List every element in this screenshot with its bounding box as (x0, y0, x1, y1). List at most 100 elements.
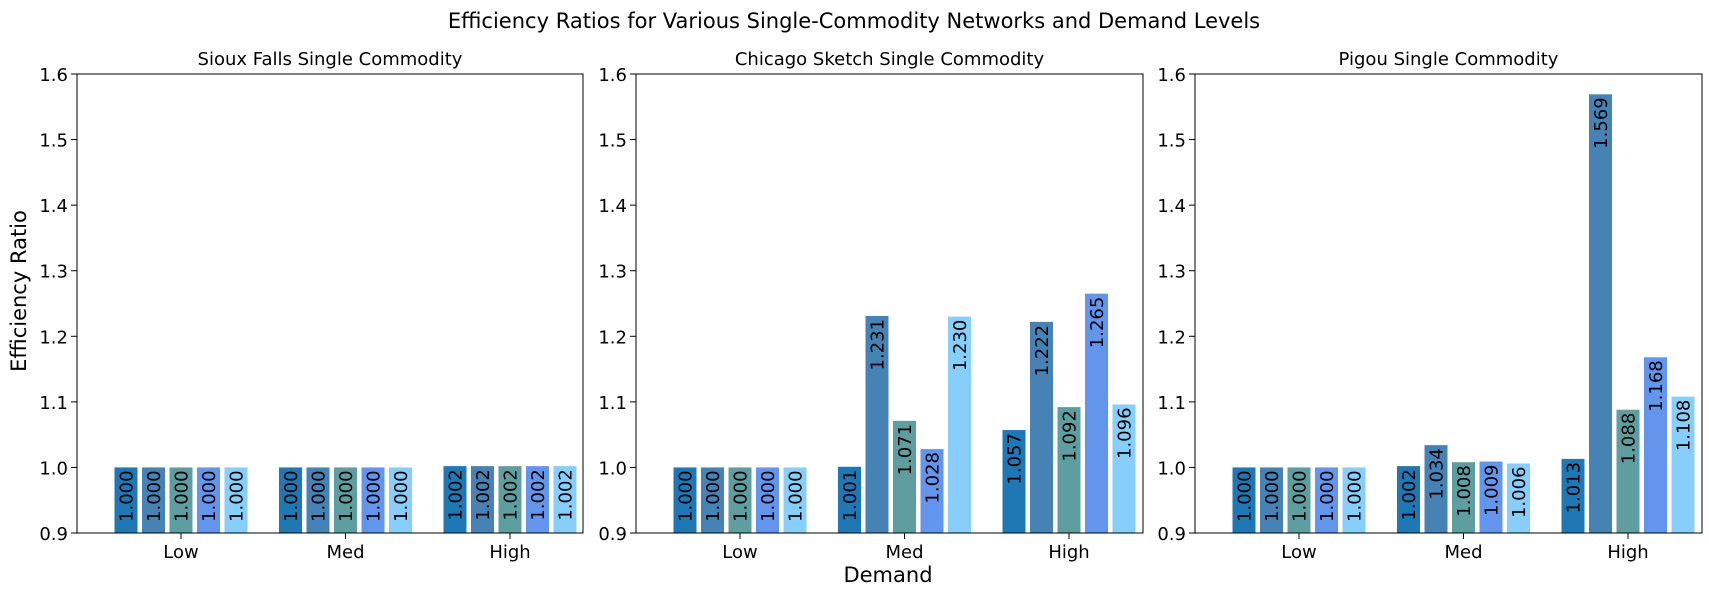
y-tick-label: 1.2 (598, 327, 627, 348)
x-tick-label: Low (722, 542, 757, 563)
bar (1616, 409, 1640, 533)
bar-value-label: 1.000 (336, 470, 357, 522)
bar-value-label: 1.000 (731, 470, 752, 522)
bar-value-label: 1.230 (950, 320, 971, 372)
chart-panel-2: Chicago Sketch Single Commodity 0.9 1.0 1.1… (598, 49, 1144, 563)
bar (306, 467, 330, 533)
bar-value-label: 1.000 (758, 470, 779, 522)
bar (361, 467, 385, 533)
bar-value-label: 1.028 (923, 452, 944, 504)
y-tick-label: 1.4 (39, 196, 68, 217)
bar (197, 467, 220, 533)
bar-value-label: 1.006 (1509, 466, 1530, 518)
x-tick-label: Med (885, 542, 923, 563)
bar-value-label: 1.013 (1564, 462, 1585, 514)
x-tick-label: Low (163, 542, 198, 563)
figure-xlabel: Demand (843, 563, 932, 587)
y-tick-label: 1.1 (1157, 393, 1186, 414)
bar (1030, 321, 1053, 533)
chart-panel-3: Pigou Single Commodity 0.9 1.0 1.1 1.2 1.3 1.4… (1157, 49, 1703, 563)
bar (553, 466, 577, 533)
y-tick-label: 0.9 (39, 524, 68, 545)
y-tick-label: 0.9 (598, 524, 627, 545)
x-tick-label: High (1607, 542, 1648, 563)
bar (948, 316, 971, 533)
bar (1561, 458, 1585, 533)
y-tick-label: 1.6 (598, 65, 627, 86)
bar (1397, 466, 1420, 533)
y-tick-label: 1.6 (1157, 65, 1186, 86)
bar (169, 467, 193, 533)
bar (443, 466, 467, 533)
bar (498, 466, 522, 533)
y-tick-label: 1.4 (1157, 196, 1186, 217)
chart-title: Sioux Falls Single Commodity (198, 49, 463, 70)
x-tick-label: Low (1281, 542, 1316, 563)
figure-suptitle: Efficiency Ratios for Various Single-Com… (448, 9, 1260, 33)
bar (389, 467, 412, 533)
bar-value-label: 1.000 (281, 470, 302, 522)
bar (1424, 445, 1448, 533)
bar (114, 467, 138, 533)
y-tick-label: 1.0 (39, 458, 68, 479)
plot-frame (635, 73, 1144, 534)
bar-value-label: 1.108 (1674, 400, 1695, 452)
bar (756, 467, 779, 533)
bar-value-label: 1.071 (895, 424, 916, 476)
bar (838, 466, 861, 533)
y-tick-label: 1.5 (1157, 131, 1186, 152)
bar (1452, 462, 1475, 533)
bar-value-label: 1.000 (364, 470, 385, 522)
bar (1589, 94, 1612, 533)
y-tick-label: 0.9 (1157, 524, 1186, 545)
x-tick-label: Med (1444, 542, 1482, 563)
y-tick-label: 1.0 (1157, 458, 1186, 479)
bar (1644, 357, 1667, 533)
bar-value-label: 1.002 (501, 469, 522, 521)
bar (1085, 293, 1108, 533)
bar (334, 467, 357, 533)
y-tick-label: 1.5 (39, 131, 68, 152)
bar (1260, 467, 1283, 533)
bar-value-label: 1.002 (528, 469, 549, 521)
chart-title: Chicago Sketch Single Commodity (735, 49, 1045, 70)
bar (1287, 467, 1311, 533)
bar (865, 315, 889, 533)
y-tick-label: 1.4 (598, 196, 627, 217)
bar (673, 467, 697, 533)
bar-value-label: 1.265 (1087, 297, 1108, 349)
bar-value-label: 1.002 (556, 469, 577, 521)
x-tick-label: Med (326, 542, 364, 563)
x-tick-label: High (1048, 542, 1089, 563)
bar-value-label: 1.002 (1399, 469, 1420, 521)
bar (1342, 467, 1366, 533)
bar-value-label: 1.000 (172, 470, 193, 522)
bar-value-label: 1.569 (1591, 97, 1612, 149)
bar-value-label: 1.002 (473, 469, 494, 521)
bar-value-label: 1.000 (391, 470, 412, 522)
bar-value-label: 1.222 (1032, 325, 1053, 377)
bar-value-label: 1.000 (1345, 470, 1366, 522)
bar (1507, 463, 1530, 533)
bar-value-label: 1.088 (1619, 413, 1640, 465)
bar (224, 467, 248, 533)
bar-value-label: 1.009 (1482, 465, 1503, 517)
bar-value-label: 1.001 (840, 470, 861, 522)
y-tick-label: 1.1 (598, 393, 627, 414)
plot-frame (1194, 73, 1703, 534)
y-tick-label: 1.2 (39, 327, 68, 348)
bar (728, 467, 752, 533)
bar-value-label: 1.002 (446, 469, 467, 521)
bar (142, 467, 165, 533)
bar-value-label: 1.000 (676, 470, 697, 522)
plot-frame (76, 73, 584, 534)
y-tick-label: 1.2 (1157, 327, 1186, 348)
bar-value-label: 1.000 (199, 470, 220, 522)
bar (1315, 467, 1338, 533)
y-tick-label: 1.3 (598, 262, 627, 283)
bar (1232, 467, 1256, 533)
bar (783, 467, 807, 533)
y-tick-label: 1.0 (598, 458, 627, 479)
bar (279, 467, 302, 533)
